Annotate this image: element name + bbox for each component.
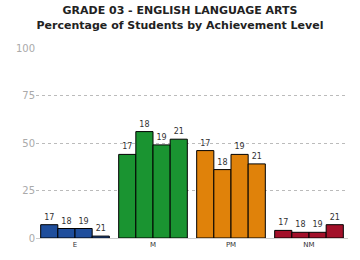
svg-text:M: M bbox=[150, 241, 156, 249]
svg-text:E: E bbox=[73, 241, 77, 249]
svg-text:18: 18 bbox=[217, 158, 227, 167]
svg-text:18: 18 bbox=[295, 220, 305, 229]
svg-text:19: 19 bbox=[78, 217, 88, 226]
svg-text:75: 75 bbox=[22, 90, 35, 101]
svg-text:50: 50 bbox=[22, 138, 35, 149]
svg-text:21: 21 bbox=[174, 127, 184, 136]
svg-text:100: 100 bbox=[16, 43, 35, 54]
svg-text:21: 21 bbox=[252, 152, 262, 161]
svg-text:25: 25 bbox=[22, 185, 35, 196]
svg-text:17: 17 bbox=[278, 218, 288, 227]
svg-text:21: 21 bbox=[96, 224, 106, 233]
svg-text:NM: NM bbox=[303, 241, 314, 249]
svg-text:21: 21 bbox=[330, 213, 340, 222]
svg-text:18: 18 bbox=[139, 120, 149, 129]
svg-text:19: 19 bbox=[312, 220, 322, 229]
svg-text:PM: PM bbox=[226, 241, 236, 249]
svg-text:17: 17 bbox=[200, 139, 210, 148]
svg-text:0: 0 bbox=[29, 233, 35, 244]
svg-text:18: 18 bbox=[61, 217, 71, 226]
svg-text:17: 17 bbox=[122, 142, 132, 151]
svg-text:19: 19 bbox=[234, 142, 244, 151]
svg-text:19: 19 bbox=[156, 133, 166, 142]
svg-text:GRADE 03 - ENGLISH LANGUAGE AR: GRADE 03 - ENGLISH LANGUAGE ARTSPercenta… bbox=[37, 4, 324, 31]
svg-text:17: 17 bbox=[44, 213, 54, 222]
